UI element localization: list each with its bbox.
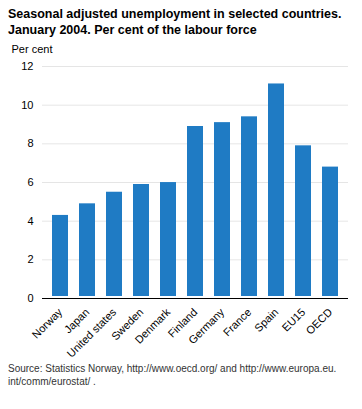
svg-text:2: 2 [27,253,33,265]
svg-text:Per cent: Per cent [12,43,53,55]
html-text:Seasonal adjusted unemployment: Seasonal adjusted unemployment in select… [8,7,342,37]
svg-text:10: 10 [21,99,33,111]
svg-text:0: 0 [27,292,33,304]
svg-text:4: 4 [27,215,33,227]
svg-text:Norway: Norway [30,305,65,340]
svg-text:United states: United states [64,305,119,360]
svg-text:Germany: Germany [186,305,227,346]
svg-text:Spain: Spain [252,306,280,334]
svg-text:Finland: Finland [165,305,200,340]
html-text:Source: Statistics Norway, htt: Source: Statistics Norway, http://www.oe… [8,363,337,387]
svg-text:12: 12 [21,60,33,72]
svg-text:OECD: OECD [303,306,334,337]
svg-text:6: 6 [27,176,33,188]
svg-text:France: France [221,306,254,339]
svg-text:8: 8 [27,137,33,149]
svg-text:EU15: EU15 [279,306,307,334]
svg-text:Denmark: Denmark [132,305,172,345]
svg-text:Sweden: Sweden [108,305,146,343]
svg-text:Japan: Japan [61,305,92,336]
